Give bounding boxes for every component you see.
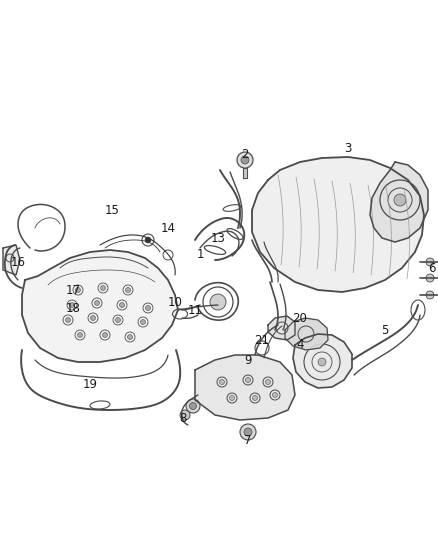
Polygon shape <box>243 168 247 178</box>
Circle shape <box>145 305 151 311</box>
Text: 4: 4 <box>296 338 304 351</box>
Text: 5: 5 <box>381 324 389 336</box>
Polygon shape <box>285 318 328 350</box>
Text: 21: 21 <box>254 334 269 346</box>
Text: 1: 1 <box>196 248 204 262</box>
Circle shape <box>70 303 74 308</box>
Text: 17: 17 <box>66 284 81 296</box>
Text: 18: 18 <box>66 302 81 314</box>
Circle shape <box>102 333 107 337</box>
Text: 6: 6 <box>428 262 436 274</box>
Text: 16: 16 <box>11 255 25 269</box>
Circle shape <box>394 194 406 206</box>
Text: 2: 2 <box>241 149 249 161</box>
Text: 13: 13 <box>211 231 226 245</box>
Circle shape <box>210 294 226 310</box>
Text: 3: 3 <box>344 141 352 155</box>
Circle shape <box>66 318 71 322</box>
Circle shape <box>246 377 251 383</box>
Circle shape <box>265 379 271 384</box>
Polygon shape <box>293 334 352 388</box>
Circle shape <box>244 428 252 436</box>
Circle shape <box>95 301 99 305</box>
Polygon shape <box>22 250 178 362</box>
Text: 15: 15 <box>105 204 120 216</box>
Circle shape <box>145 237 151 243</box>
Circle shape <box>126 287 131 293</box>
Circle shape <box>180 410 190 420</box>
Circle shape <box>127 335 133 340</box>
Polygon shape <box>3 245 20 275</box>
Circle shape <box>116 318 120 322</box>
Circle shape <box>186 399 200 413</box>
Circle shape <box>237 152 253 168</box>
Circle shape <box>91 316 95 320</box>
Text: 11: 11 <box>187 303 202 317</box>
Text: 10: 10 <box>168 295 183 309</box>
Circle shape <box>426 258 434 266</box>
Text: 19: 19 <box>82 378 98 392</box>
Circle shape <box>219 379 225 384</box>
Circle shape <box>426 291 434 299</box>
Circle shape <box>75 287 81 293</box>
Circle shape <box>240 424 256 440</box>
Circle shape <box>252 395 258 400</box>
Circle shape <box>120 303 124 308</box>
Polygon shape <box>252 157 424 292</box>
Polygon shape <box>268 316 295 340</box>
Circle shape <box>318 358 326 366</box>
Text: 7: 7 <box>244 433 252 447</box>
Text: 8: 8 <box>179 411 187 424</box>
Circle shape <box>241 156 249 164</box>
Circle shape <box>426 274 434 282</box>
Circle shape <box>78 333 82 337</box>
Circle shape <box>100 286 106 290</box>
Circle shape <box>190 402 197 409</box>
Circle shape <box>272 392 278 398</box>
Circle shape <box>141 319 145 325</box>
Text: 20: 20 <box>293 311 307 325</box>
Polygon shape <box>195 355 295 420</box>
Text: 14: 14 <box>160 222 176 235</box>
Circle shape <box>230 395 234 400</box>
Polygon shape <box>370 162 428 242</box>
Text: 9: 9 <box>244 353 252 367</box>
